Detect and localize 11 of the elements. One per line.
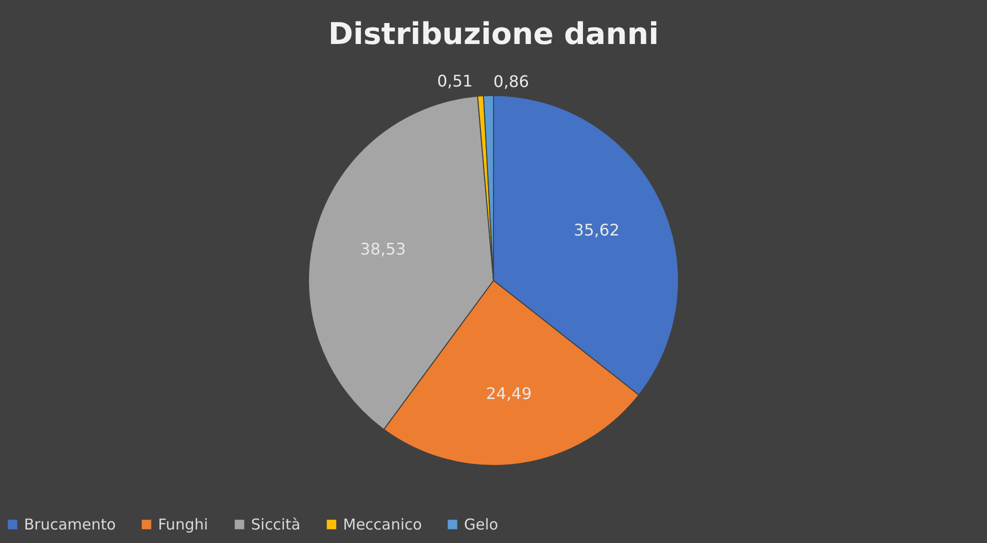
legend-label: Siccità bbox=[251, 516, 300, 534]
data-label: 0,51 bbox=[437, 72, 473, 91]
data-label: 0,86 bbox=[493, 72, 530, 91]
data-label: 24,49 bbox=[486, 384, 532, 404]
legend-label: Meccanico bbox=[343, 516, 422, 534]
data-label: 38,53 bbox=[360, 239, 406, 258]
legend-label: Gelo bbox=[464, 516, 498, 534]
data-label: 35,62 bbox=[574, 220, 620, 240]
legend-label: Brucamento bbox=[24, 516, 116, 534]
legend-label: Funghi bbox=[158, 516, 208, 534]
chart-title: Distribuzione danni bbox=[328, 17, 659, 52]
